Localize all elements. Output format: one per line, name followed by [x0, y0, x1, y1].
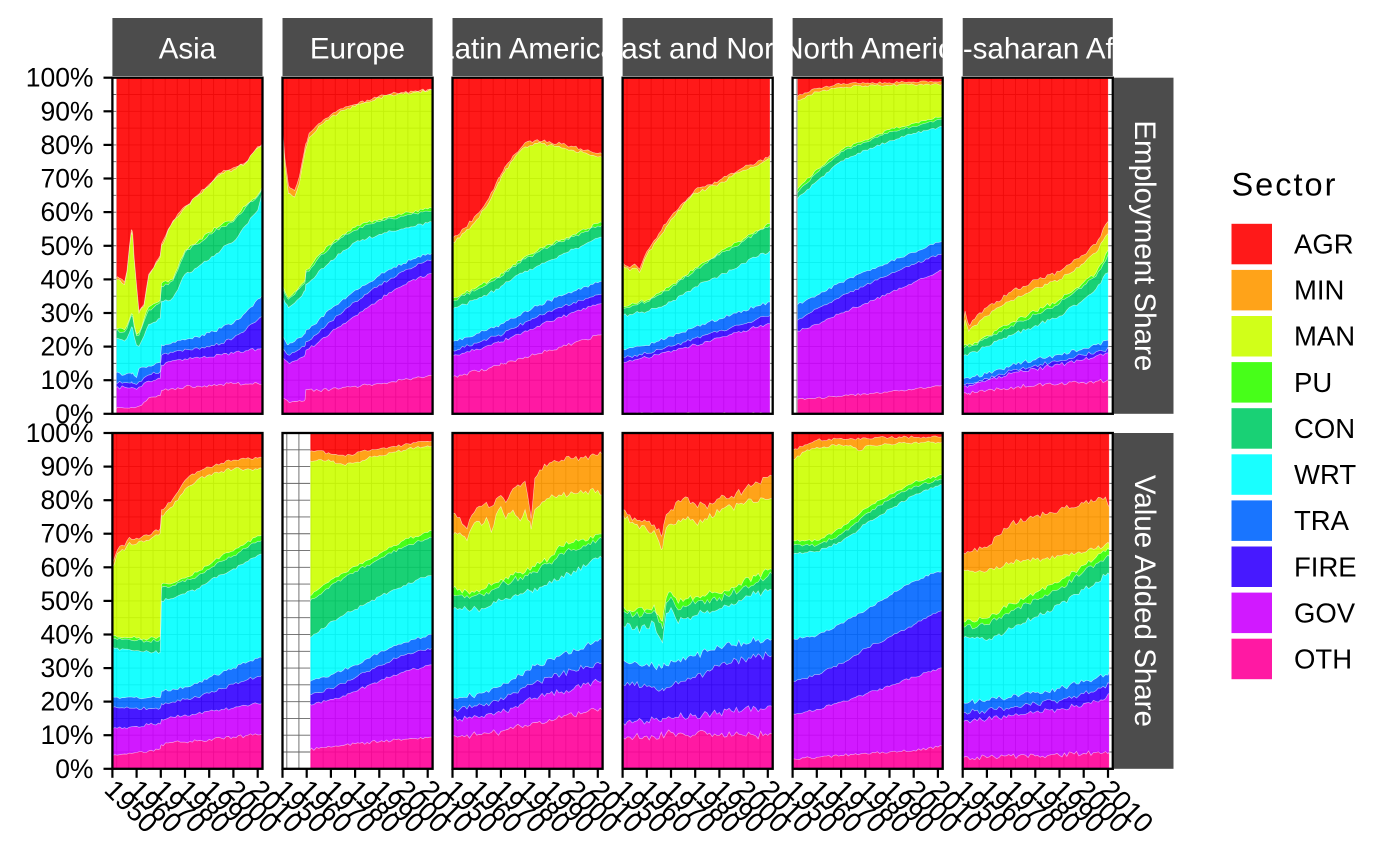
svg-text:40%: 40% — [40, 620, 93, 650]
svg-text:20%: 20% — [40, 332, 93, 362]
svg-text:GOV: GOV — [1294, 597, 1356, 628]
svg-text:0%: 0% — [55, 754, 93, 784]
svg-text:90%: 90% — [40, 96, 93, 126]
svg-text:TRA: TRA — [1294, 505, 1350, 536]
svg-text:PU: PU — [1294, 367, 1332, 398]
svg-text:0%: 0% — [55, 399, 93, 429]
svg-text:100%: 100% — [26, 63, 94, 93]
svg-text:10%: 10% — [40, 365, 93, 395]
svg-text:MIN: MIN — [1294, 275, 1344, 306]
svg-text:90%: 90% — [40, 452, 93, 482]
svg-text:North America: North America — [782, 33, 969, 66]
svg-text:50%: 50% — [40, 231, 93, 261]
svg-text:Asia: Asia — [159, 33, 217, 66]
svg-text:Middle East and North Africa: Middle East and North Africa — [507, 33, 881, 66]
svg-text:20%: 20% — [40, 687, 93, 717]
svg-text:50%: 50% — [40, 586, 93, 616]
svg-text:30%: 30% — [40, 298, 93, 328]
svg-text:10%: 10% — [40, 720, 93, 750]
svg-text:100%: 100% — [26, 418, 94, 448]
svg-text:60%: 60% — [40, 197, 93, 227]
svg-text:40%: 40% — [40, 264, 93, 294]
svg-text:AGR: AGR — [1294, 229, 1354, 260]
svg-text:60%: 60% — [40, 552, 93, 582]
svg-text:80%: 80% — [40, 130, 93, 160]
svg-text:Europe: Europe — [310, 33, 405, 66]
svg-text:Sub-saharan Africa: Sub-saharan Africa — [910, 33, 1161, 66]
svg-text:70%: 70% — [40, 519, 93, 549]
svg-text:CON: CON — [1294, 413, 1355, 444]
svg-text:Sector: Sector — [1232, 167, 1338, 203]
svg-text:Employment Share: Employment Share — [1128, 120, 1161, 371]
svg-text:WRT: WRT — [1294, 459, 1356, 490]
svg-text:30%: 30% — [40, 653, 93, 683]
svg-text:MAN: MAN — [1294, 321, 1355, 352]
svg-text:70%: 70% — [40, 164, 93, 194]
svg-text:FIRE: FIRE — [1294, 551, 1357, 582]
svg-text:Latin America: Latin America — [438, 33, 617, 66]
svg-text:Value Added Share: Value Added Share — [1128, 475, 1161, 727]
svg-text:OTH: OTH — [1294, 644, 1352, 675]
svg-text:80%: 80% — [40, 485, 93, 515]
